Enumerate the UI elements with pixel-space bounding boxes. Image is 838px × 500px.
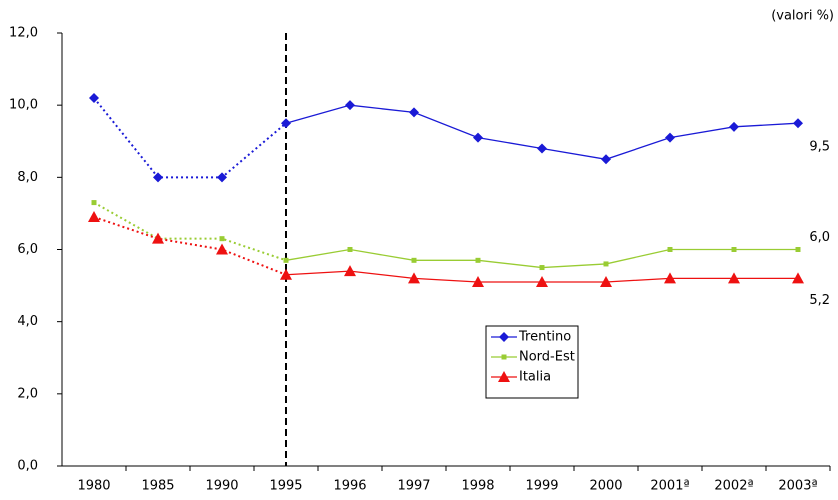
marker [664,272,676,284]
legend-marker [498,371,510,382]
marker [731,247,737,252]
marker [667,247,673,252]
y-tick-label: 12,0 [9,26,38,41]
marker [152,232,164,244]
marker [344,265,356,277]
legend-marker [501,354,507,360]
series-line [93,216,287,276]
y-tick-label: 10,0 [9,98,38,113]
marker [345,100,355,111]
marker [795,247,801,252]
marker [600,275,612,287]
legend-label: Trentino [518,330,571,345]
marker [91,200,97,206]
x-tick-label: 1995 [269,479,302,494]
legend-label: Italia [519,370,551,385]
legend-label: Nord-Est [519,350,575,365]
marker [217,172,227,183]
marker [409,107,419,118]
marker [793,118,803,129]
marker [219,236,225,242]
marker [792,272,804,284]
x-tick-label: 1980 [77,479,110,494]
value-label: 9,5 [809,140,830,155]
marker [728,272,740,284]
marker [601,154,611,165]
x-tick-label: 1998 [461,479,494,494]
marker [475,257,481,263]
marker [216,243,228,255]
marker [88,211,100,223]
marker [153,172,163,183]
marker [347,247,353,252]
marker [665,132,675,143]
legend-marker [499,332,509,342]
marker [411,257,417,263]
value-label: 5,2 [809,293,830,308]
x-tick-label: 1997 [397,479,430,494]
x-tick-label: 1996 [333,479,366,494]
marker [536,275,548,287]
marker [537,143,547,154]
marker [603,261,609,267]
series-line [93,97,287,179]
marker [281,118,291,129]
x-tick-label: 2000 [589,479,622,494]
value-label: 6,0 [809,230,830,245]
marker [408,272,420,284]
x-tick-label: 2003ª [778,479,817,494]
marker [539,265,545,271]
marker [729,121,739,132]
x-tick-label: 2002ª [714,479,753,494]
x-tick-label: 1999 [525,479,558,494]
y-tick-label: 0,0 [17,459,38,474]
x-tick-label: 1990 [205,479,238,494]
marker [280,268,292,280]
y-tick-label: 2,0 [17,386,38,401]
y-tick-label: 4,0 [17,314,38,329]
series-line [93,201,287,262]
marker [472,275,484,287]
series-line [285,248,798,269]
marker [473,132,483,143]
marker [89,92,99,103]
marker [283,257,289,263]
y-tick-label: 8,0 [17,170,38,185]
unit-annotation: (valori %) [771,9,834,24]
y-tick-label: 6,0 [17,242,38,257]
x-tick-label: 1985 [141,479,174,494]
x-tick-label: 2001ª [650,479,689,494]
